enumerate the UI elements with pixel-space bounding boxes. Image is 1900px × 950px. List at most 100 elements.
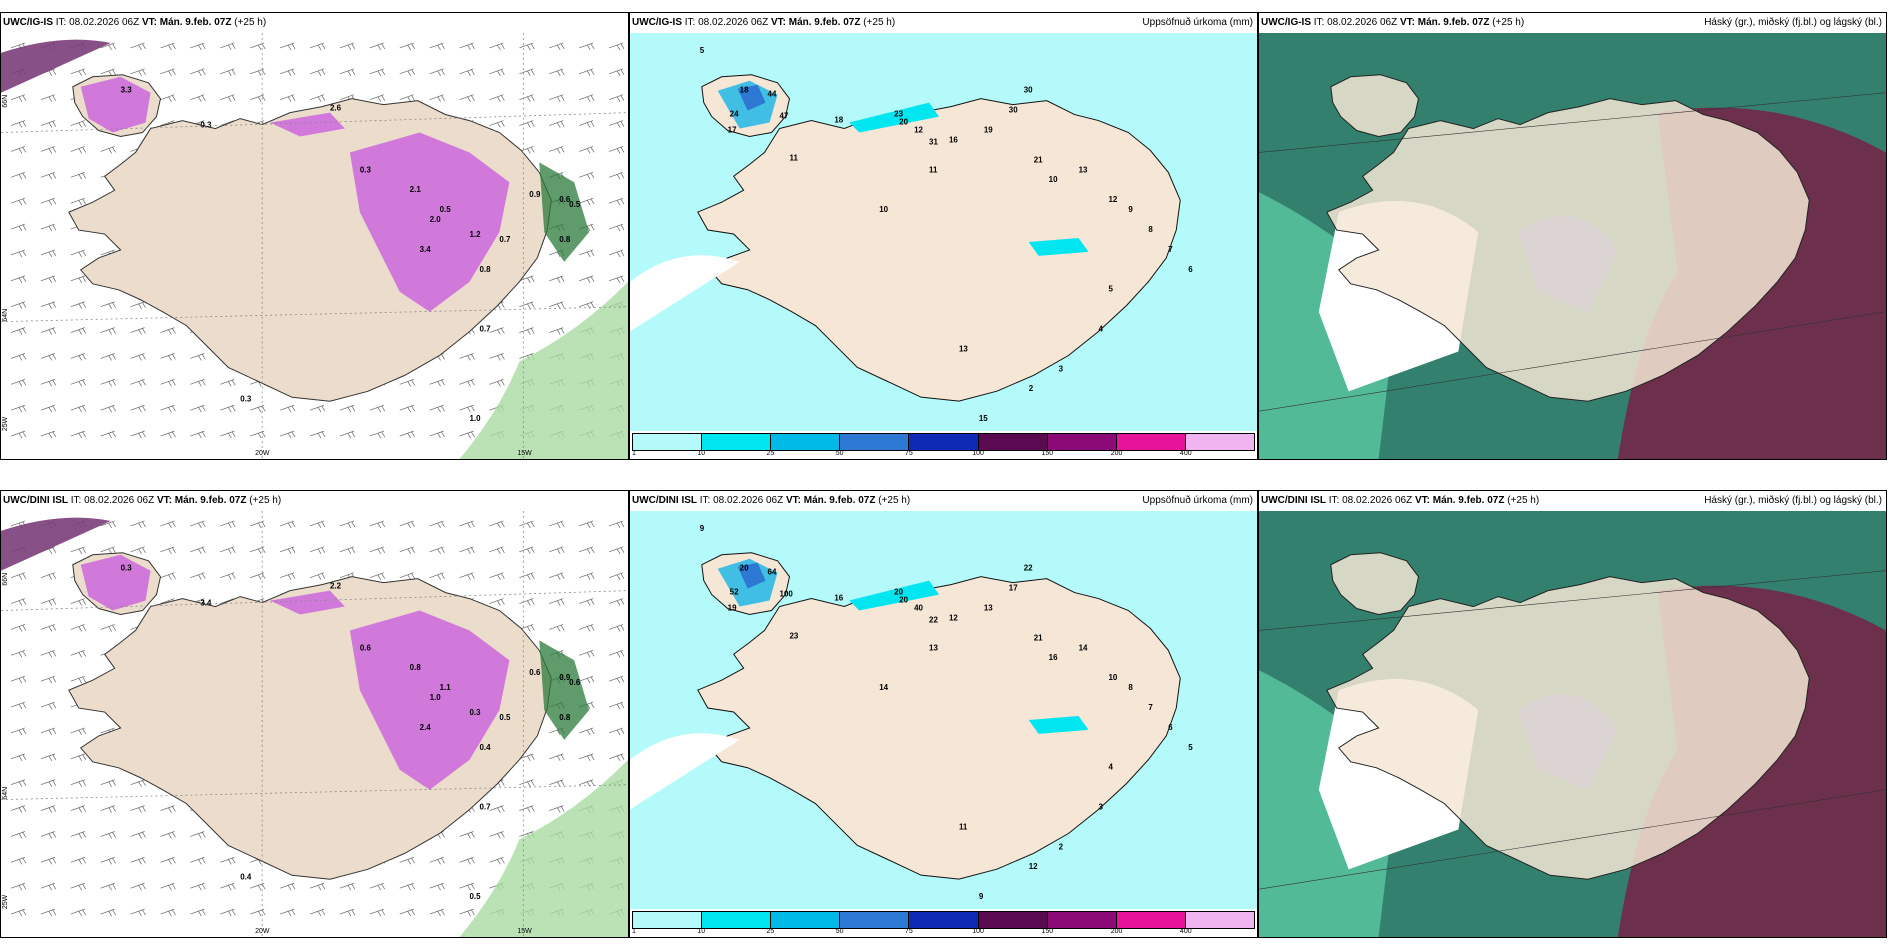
wind-barb: [190, 831, 206, 839]
wind-barb: [160, 882, 176, 891]
wind-barb: [579, 146, 595, 154]
wind-barb: [608, 546, 625, 554]
wind-barb: [369, 882, 386, 891]
cloud-panel-dini: UWC/DINI ISL IT: 08.02.2026 06Z VT: Mán.…: [1258, 490, 1887, 938]
wind-barb: [40, 753, 57, 762]
wind-barb: [10, 379, 27, 387]
wind-barb: [309, 882, 326, 891]
wind-barb: [40, 301, 57, 309]
valid-time-label: VT:: [1414, 495, 1430, 506]
wind-barb: [10, 146, 27, 154]
precip-value-label: 11: [959, 822, 968, 831]
colorbar-tick: 200: [1110, 450, 1123, 457]
wind-barb: [10, 753, 27, 762]
wind-barb: [309, 94, 326, 102]
colorbar-tick: 100: [972, 928, 984, 935]
precip-shade: [539, 162, 590, 262]
wind-barb: [608, 172, 625, 180]
wind-barb: [369, 94, 386, 102]
wind-barb: [100, 42, 116, 51]
wind-barb: [489, 68, 505, 76]
wind-barb: [40, 779, 57, 787]
snow-value-label: 0.7: [479, 803, 491, 812]
wind-barb: [40, 598, 57, 606]
wind-barb: [40, 146, 57, 154]
colorbar-swatch: [771, 434, 841, 450]
wind-barb: [40, 249, 57, 258]
wind-barb: [459, 882, 475, 891]
valid-time: Mán. 9.feb. 07Z: [788, 17, 861, 28]
wind-barb: [519, 779, 535, 787]
snow-value-label: 3.3: [121, 86, 133, 95]
wind-barb: [70, 908, 87, 917]
wind-barb: [429, 94, 445, 102]
precip-value-label: 20: [899, 118, 908, 127]
colorbar-swatch: [1116, 434, 1186, 450]
wind-barb: [459, 430, 475, 439]
wind-barb: [608, 598, 625, 606]
wind-barb: [40, 430, 57, 439]
wind-barb: [369, 520, 386, 529]
wind-barb: [429, 404, 445, 413]
precip-value-label: 23: [789, 631, 798, 640]
wind-barb: [70, 68, 87, 76]
panel-header: UWC/DINI ISL IT: 08.02.2026 06Z VT: Mán.…: [630, 491, 1257, 511]
wind-barb: [489, 379, 505, 387]
valid-time-label: VT:: [156, 495, 172, 506]
wind-barb: [579, 42, 595, 51]
wind-barb: [10, 120, 27, 128]
wind-barb: [10, 404, 27, 413]
wind-barb: [70, 727, 87, 736]
wind-barb: [220, 379, 236, 387]
wind-barb: [100, 624, 116, 632]
edge-label: 25W: [2, 894, 9, 909]
snow-value-label: 0.3: [240, 394, 252, 403]
wind-barb: [10, 572, 27, 580]
colorbar-swatch: [1185, 434, 1254, 450]
wind-barb: [40, 857, 57, 865]
colorbar-tick: 400: [1179, 928, 1192, 935]
precip-value-label: 2: [1059, 842, 1064, 851]
wind-barb: [220, 882, 236, 891]
wind-barb: [70, 197, 87, 206]
wind-barb: [10, 727, 27, 736]
precip-value-label: 24: [730, 110, 739, 119]
valid-time: Mán. 9.feb. 07Z: [1417, 17, 1490, 28]
wind-barb: [40, 120, 57, 128]
graticule-line: [1259, 92, 1886, 153]
wind-barb: [100, 882, 116, 891]
valid-time: Mán. 9.feb. 07Z: [159, 17, 232, 28]
precip-value-label: 8: [1148, 225, 1153, 234]
wind-barb: [429, 68, 445, 76]
snow-area: [80, 554, 151, 611]
wind-barb: [519, 327, 535, 335]
wind-barb: [100, 805, 116, 813]
wind-barb: [190, 520, 206, 529]
graticule-line: [1259, 311, 1886, 412]
wind-barb: [608, 249, 625, 258]
precip-value-label: 5: [1108, 285, 1113, 294]
wind-barb: [429, 572, 445, 580]
wind-barb: [429, 42, 445, 51]
wind-barb: [160, 94, 176, 102]
wind-barb: [160, 68, 176, 76]
wind-barb: [190, 404, 206, 413]
wind-barb: [519, 120, 535, 128]
wind-barb: [459, 520, 475, 529]
wind-barb: [339, 908, 356, 917]
precip-value-label: 11: [789, 153, 798, 162]
colorbar-tick: 25: [766, 928, 775, 935]
wind-barb: [309, 908, 326, 917]
snow-value-label: 0.6: [529, 668, 541, 677]
precip-value-label: 21: [1034, 633, 1043, 642]
wind-barb: [100, 146, 116, 154]
colorbar-swatches: [632, 433, 1255, 451]
edge-label: 25W: [2, 416, 9, 431]
init-time: IT: 08.02.2026 06Z: [55, 17, 140, 28]
colorbar-tick: 75: [904, 928, 913, 935]
wind-barb: [429, 882, 445, 891]
snow-value-label: 3.4: [200, 599, 212, 608]
panel-header: UWC/DINI ISL IT: 08.02.2026 06Z VT: Mán.…: [1, 491, 628, 511]
wind-barb: [10, 249, 27, 258]
colorbar-swatch: [978, 434, 1048, 450]
